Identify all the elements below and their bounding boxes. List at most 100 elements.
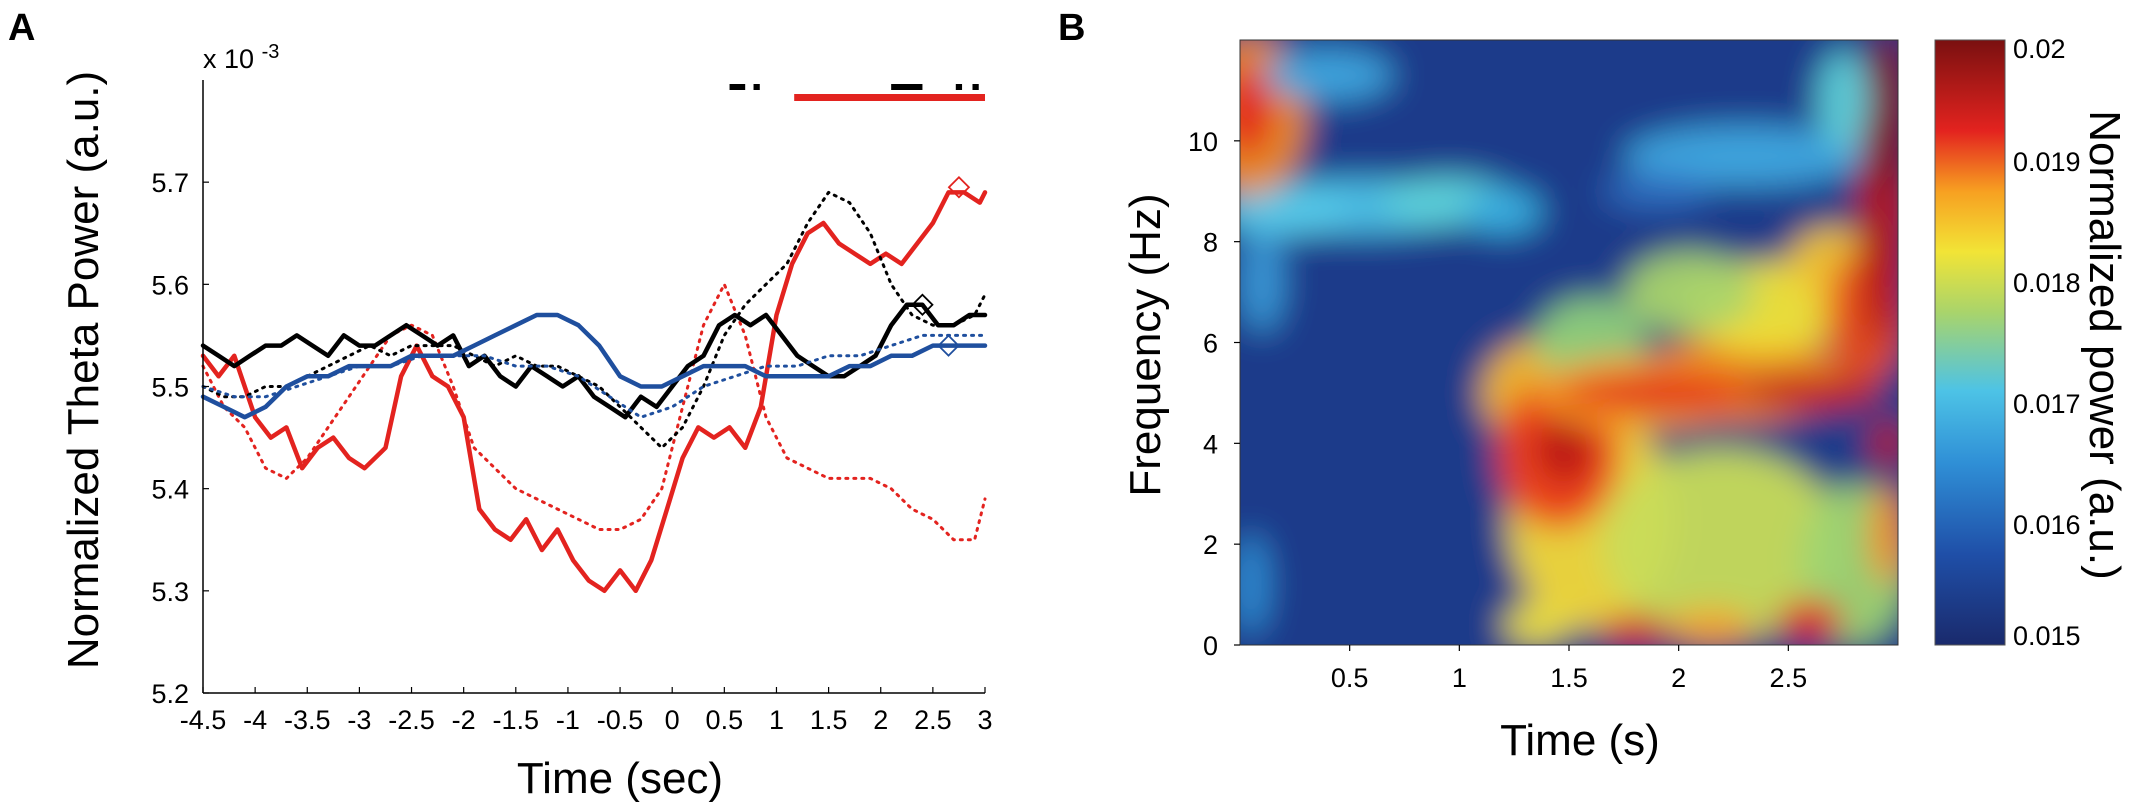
series-line-black-solid [200,302,988,420]
heatmap-blob [1816,50,1870,151]
colorbar-tick-label: 0.017 [2013,389,2081,419]
x-tick-label: 2 [1671,663,1686,693]
x-tick-label: -3.5 [284,705,331,735]
x-tick-label: 2.5 [914,705,952,735]
panel-a-line-chart: x 10 -3 -4.5 -4 -3.5 -3 -2.5 -2 -1.5 -1 -0.5 0 0.5… [59,41,993,803]
x-tick-label: 3 [977,705,992,735]
x-tick-labels: 0.5 1 1.5 2 2.5 [1331,645,1807,693]
x-tick-label: -4.5 [180,705,227,735]
heatmap-blob [1261,50,1394,101]
x-tick-label: -2.5 [388,705,435,735]
x-tick-label: -1.5 [493,705,540,735]
x-tick-label: 2.5 [1770,663,1808,693]
significance-bar [955,84,963,90]
x-tick-label: -3 [347,705,371,735]
heatmap-blob [1240,231,1284,333]
heatmap-blob [1601,173,1712,209]
colorbar-tick-label: 0.02 [2013,34,2066,64]
heatmap-blob [1740,375,1881,411]
y-tick-label: 2 [1203,530,1218,560]
significance-bar [972,84,979,90]
heatmap-blob [1623,125,1866,187]
y-multiplier-base: x 10 [203,44,254,74]
significance-bar [891,84,923,90]
colorbar-label: Normalized power (a.u.) [2080,110,2129,580]
heatmap-blob [1240,186,1350,237]
colorbar [1934,39,2006,646]
heatmap-blob [1536,413,1594,484]
heatmap-blob [1601,448,1844,640]
x-tick-label: 1.5 [1550,663,1588,693]
y-tick-label: 5.5 [151,373,189,403]
end-markers [911,176,971,357]
heatmap-blob [1601,614,1668,645]
heatmap-blob [1463,188,1543,235]
y-multiplier: x 10 -3 [203,41,279,74]
diamond-marker [911,293,934,317]
y-tick-label: 6 [1203,329,1218,359]
colorbar-tick-labels: 0.015 0.016 0.017 0.018 0.019 0.02 [2013,34,2081,651]
x-tick-label: 1 [769,705,784,735]
series-line-red-dotted [201,282,987,542]
y-tick-label: 8 [1203,228,1218,258]
significance-bar [794,94,985,101]
heatmap-blob [1623,251,1756,333]
y-tick-labels: 0 2 4 6 8 10 [1188,127,1240,661]
heatmap-blob [1869,418,1898,469]
x-tick-label: -4 [243,705,267,735]
y-tick-labels: 5.2 5.3 5.4 5.5 5.6 5.7 [151,168,209,709]
y-tick-label: 0 [1203,631,1218,661]
panel-label-b: B [1058,7,1085,49]
heatmap-blob [1503,604,1569,645]
series-line-black-dotted [201,190,987,450]
x-tick-label: 1 [1452,663,1467,693]
significance-bar [729,84,746,90]
x-axis-label: Time (sec) [517,754,723,803]
heatmap-blob [1667,609,1756,645]
heatmap-blob [1558,375,1756,411]
x-tick-label: -1 [556,705,580,735]
x-tick-label: 0.5 [1331,663,1369,693]
x-axis-label: Time (s) [1500,716,1660,765]
heatmap-blob [1869,483,1898,585]
x-tick-label: 2 [873,705,888,735]
heatmap-blob [1777,599,1844,640]
x-tick-label: -0.5 [597,705,644,735]
x-tick-label: -2 [452,705,476,735]
y-tick-label: 5.4 [151,475,189,505]
y-tick-label: 5.7 [151,168,189,198]
x-tick-label: 0.5 [706,705,744,735]
y-tick-label: 5.6 [151,270,189,300]
x-tick-label: 1.5 [810,705,848,735]
heatmap-smooth-layer [1240,40,1898,645]
series-line-blue-dotted [201,333,987,419]
heatmap-blob [1240,534,1269,635]
significance-bar [753,84,760,90]
y-tick-label: 5.2 [151,679,189,709]
panel-label-a: A [8,7,35,49]
x-tick-labels: -4.5 -4 -3.5 -3 -2.5 -2 -1.5 -1 -0.5 0 0.5 1 1.5 2 2.5… [180,687,993,735]
y-axis-label: Normalized Theta Power (a.u.) [59,71,108,669]
x-tick-label: 0 [665,705,680,735]
colorbar-tick-label: 0.019 [2013,147,2081,177]
series-group [200,190,988,594]
diamond-marker [937,334,960,357]
heatmap-blob [1240,65,1273,156]
colorbar-tick-label: 0.016 [2013,510,2081,540]
y-tick-label: 4 [1203,429,1218,459]
series-line-red-solid [200,190,988,594]
y-axis-label: Frequency (Hz) [1121,193,1170,496]
series-line-blue-solid [200,312,988,420]
heatmap-field [1240,40,1898,645]
colorbar-tick-label: 0.018 [2013,268,2081,298]
diamond-marker [947,176,971,199]
y-tick-label: 5.3 [151,577,189,607]
colorbar-tick-label: 0.015 [2013,621,2081,651]
y-tick-label: 10 [1188,127,1218,157]
y-multiplier-exponent: -3 [262,41,280,63]
significance-bars [729,84,985,101]
heatmap-blob [1865,40,1898,192]
panel-b-heatmap: 0.5 1 1.5 2 2.5 0 2 4 6 8 10 Time (s) Frequency (… [1121,34,2129,765]
panel-a-axes [202,80,985,694]
